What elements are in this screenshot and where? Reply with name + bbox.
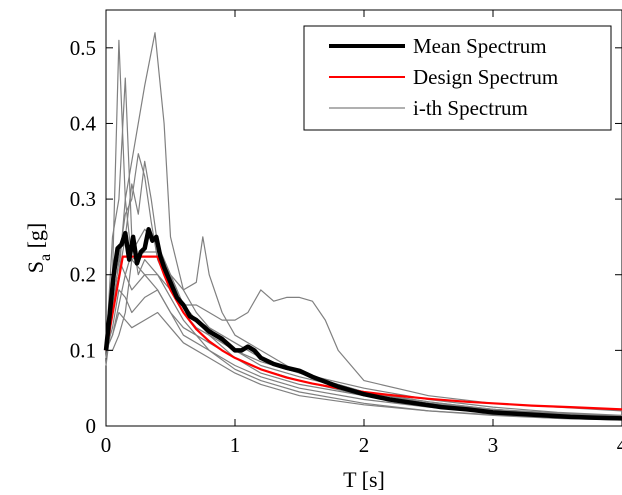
y-tick-label: 0.1	[70, 338, 96, 362]
legend-label-mean: Mean Spectrum	[413, 34, 547, 58]
y-axis-label-main: S	[23, 261, 48, 273]
y-axis-label-suffix: [g]	[23, 223, 48, 254]
x-tick-label: 3	[488, 433, 499, 457]
mean-spectrum-line	[103, 227, 622, 421]
legend: Mean Spectrum Design Spectrum i-th Spect…	[303, 25, 612, 131]
x-tick-label: 0	[101, 433, 112, 457]
y-tick-label: 0.5	[70, 36, 96, 60]
design-spectrum-line	[104, 255, 622, 411]
series-group	[103, 32, 622, 421]
ith-spectrum-line-5	[105, 153, 622, 412]
legend-label-design: Design Spectrum	[413, 65, 558, 89]
x-tick-label: 4	[617, 433, 622, 457]
x-tick-label: 2	[359, 433, 370, 457]
x-axis-title: T [s]	[343, 467, 385, 492]
y-tick-label: 0.2	[70, 263, 96, 287]
ith-spectrum-line-10	[105, 311, 622, 421]
y-tick-label: 0	[86, 414, 97, 438]
ith-spectrum-line-6	[105, 228, 622, 418]
y-axis-label-subscript: a	[37, 254, 54, 261]
y-tick-label: 0.3	[70, 187, 96, 211]
x-tick-label: 1	[230, 433, 241, 457]
y-tick-label: 0.4	[70, 111, 97, 135]
y-axis-label: Sa [g]	[23, 223, 54, 274]
y-axis-title: Sa [g]	[23, 223, 54, 274]
x-axis-label: T [s]	[343, 467, 385, 492]
tick-group: 0 1 2 3 4 0 0.1 0.2 0.3 0.4 0.5	[70, 10, 622, 457]
legend-label-ith: i-th Spectrum	[413, 96, 528, 120]
